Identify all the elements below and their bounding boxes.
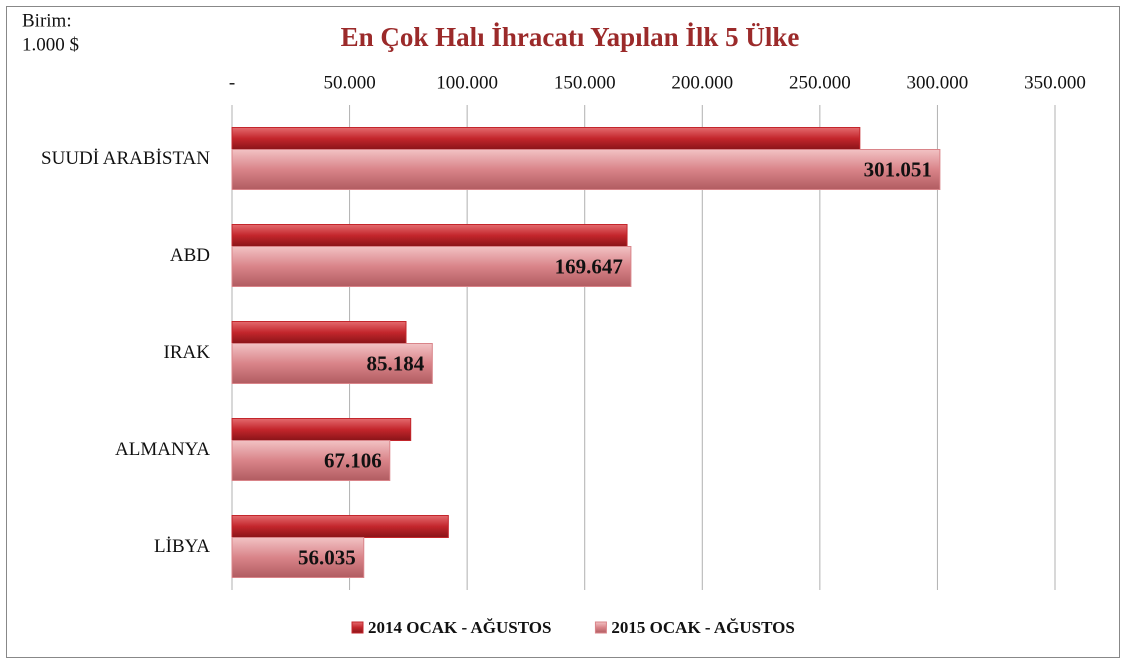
bar <box>231 515 449 538</box>
legend-label: 2014 OCAK - AĞUSTOS <box>368 618 551 637</box>
legend-label: 2015 OCAK - AĞUSTOS <box>611 618 794 637</box>
y-tick-label: LİBYA <box>154 536 210 557</box>
bar <box>231 149 941 190</box>
legend-swatch <box>594 621 607 634</box>
bar <box>231 418 412 441</box>
bar <box>231 440 391 481</box>
x-tick-label: 200.000 <box>671 72 733 93</box>
unit-label: 1.000 $ <box>22 34 79 55</box>
bar <box>231 537 365 578</box>
chart-title: En Çok Halı İhracatı Yapılan İlk 5 Ülke <box>341 22 800 52</box>
x-tick-label: 150.000 <box>554 72 616 93</box>
x-tick-label: - <box>229 72 235 93</box>
chart-frame <box>6 6 1120 658</box>
x-tick-label: 50.000 <box>323 72 375 93</box>
bar <box>231 321 407 344</box>
data-label: 85.184 <box>367 351 425 375</box>
data-label: 67.106 <box>324 448 382 472</box>
bar <box>231 343 433 384</box>
data-label: 301.051 <box>864 157 932 181</box>
unit-label: Birim: <box>22 10 72 31</box>
y-tick-label: IRAK <box>164 342 211 363</box>
x-tick-label: 350.000 <box>1024 72 1086 93</box>
legend-swatch <box>351 621 364 634</box>
x-tick-label: 250.000 <box>789 72 851 93</box>
y-tick-label: ABD <box>170 245 210 266</box>
x-tick-label: 100.000 <box>436 72 498 93</box>
data-label: 56.035 <box>298 545 356 569</box>
y-tick-label: SUUDİ ARABİSTAN <box>41 148 210 169</box>
data-label: 169.647 <box>555 254 623 278</box>
bar <box>231 224 628 247</box>
bar <box>231 246 632 287</box>
x-tick-label: 300.000 <box>907 72 969 93</box>
bar <box>231 127 861 150</box>
y-tick-label: ALMANYA <box>115 439 210 460</box>
